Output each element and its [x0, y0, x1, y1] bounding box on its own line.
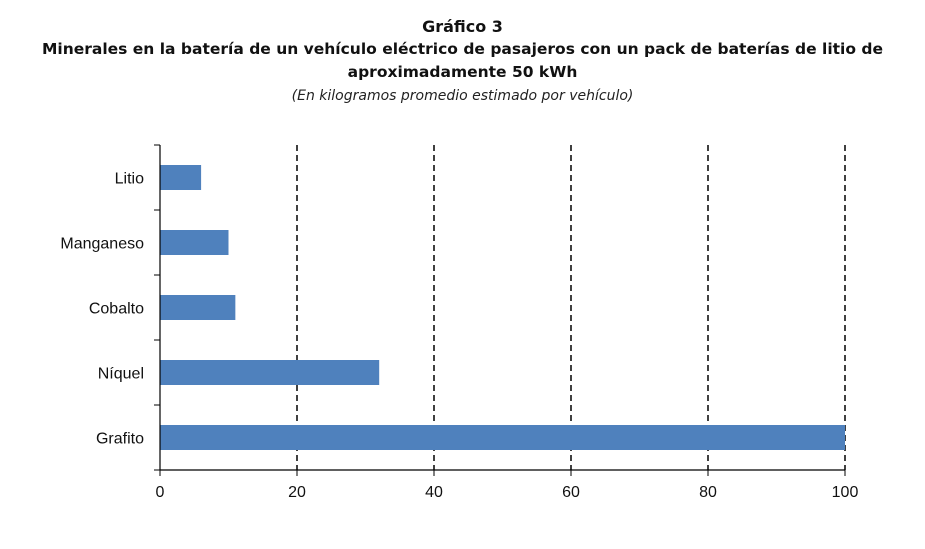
bar-grafito	[160, 425, 845, 450]
category-label-litio: Litio	[115, 171, 144, 188]
x-tick-label-0: 0	[156, 484, 165, 501]
chart-title: Minerales en la batería de un vehículo e…	[41, 40, 884, 81]
category-label-grafito: Grafito	[96, 431, 144, 448]
x-tick-label-100: 100	[832, 484, 859, 501]
category-label-manganeso: Manganeso	[60, 236, 144, 253]
x-tick-label-80: 80	[699, 484, 717, 501]
chart-subtitle: (En kilogramos promedio estimado por veh…	[291, 88, 634, 104]
chart-header: Gráfico 3 Minerales en la batería de un …	[0, 16, 925, 107]
x-tick-label-60: 60	[562, 484, 580, 501]
bar-manganeso	[160, 230, 229, 255]
category-label-cobalto: Cobalto	[89, 301, 144, 318]
bar-níquel	[160, 360, 380, 385]
bar-litio	[160, 165, 202, 190]
x-tick-label-20: 20	[288, 484, 306, 501]
x-tick-label-40: 40	[425, 484, 443, 501]
bar-cobalto	[160, 295, 236, 320]
chart-number: Gráfico 3	[422, 17, 503, 36]
category-label-níquel: Níquel	[98, 366, 144, 383]
